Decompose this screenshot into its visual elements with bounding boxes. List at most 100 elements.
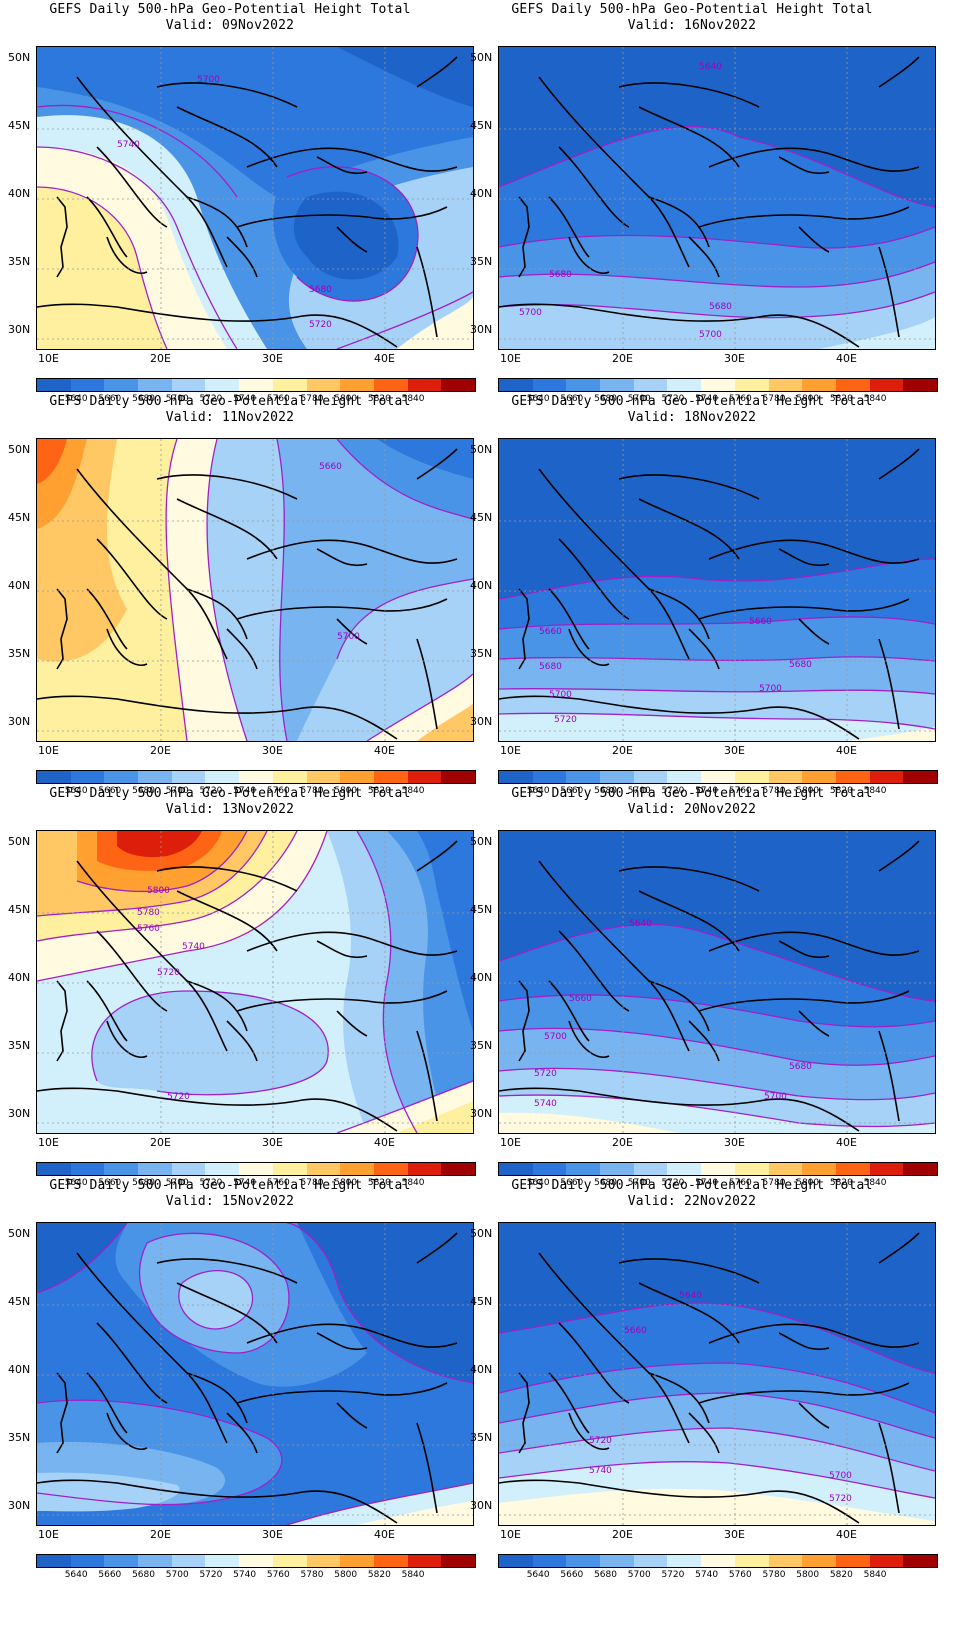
colorbar-label: 5760: [266, 1570, 290, 1580]
colorbar-swatch: [802, 1555, 836, 1567]
lon-label: 30E: [724, 1528, 745, 1541]
colorbar-label: 5780: [300, 786, 324, 796]
colorbar-swatch: [903, 1163, 937, 1175]
colorbar-label: 5720: [199, 1178, 223, 1188]
coastline: [336, 1402, 368, 1429]
colorbar-label: 5780: [300, 1570, 324, 1580]
colorbar-swatch: [373, 379, 408, 391]
contour-label: 5680: [309, 285, 332, 295]
height-band: [37, 47, 473, 197]
colorbar-label: 5780: [762, 786, 786, 796]
coastline: [336, 618, 368, 645]
contour-label: 5720: [167, 1092, 190, 1102]
lat-label: 35N: [8, 1431, 31, 1444]
colorbar-swatch: [768, 771, 803, 783]
colorbar-swatch: [869, 379, 904, 391]
colorbar-label: 5680: [594, 394, 617, 404]
colorbar-swatch: [407, 771, 442, 783]
colorbar: [498, 1554, 938, 1568]
lon-label: 10E: [38, 352, 59, 365]
contour-label: 5680: [789, 660, 812, 670]
contour-label: 5800: [147, 886, 170, 896]
lat-label: 45N: [470, 1295, 493, 1308]
colorbar-label: 5820: [367, 1178, 391, 1188]
coastline: [618, 1258, 760, 1344]
lon-label: 30E: [262, 1528, 283, 1541]
coastline: [499, 695, 580, 700]
colorbar-label: 5700: [165, 1178, 189, 1188]
panel-title: GEFS Daily 500-hPa Geo-Potential Height …: [462, 786, 922, 818]
contour-label: 5700: [549, 690, 572, 700]
contour-line: [499, 994, 935, 1028]
colorbar: [498, 1162, 938, 1176]
contour-label: 5680: [539, 662, 562, 672]
panel-title-text: GEFS Daily 500-hPa Geo-Potential Height …: [49, 786, 411, 801]
colorbar-swatch: [903, 379, 937, 391]
lat-label: 35N: [8, 255, 31, 268]
coastline: [37, 1479, 118, 1484]
contour-label: 5720: [309, 320, 332, 330]
coastline: [878, 56, 920, 88]
lon-label: 10E: [38, 1136, 59, 1149]
colorbar-swatch: [70, 771, 105, 783]
colorbar-swatch: [600, 379, 634, 391]
colorbar: [36, 770, 476, 784]
colorbar-swatch: [37, 1555, 71, 1567]
colorbar-label: 5720: [199, 1570, 223, 1580]
lat-label: 40N: [470, 187, 493, 200]
colorbar-swatch: [306, 1555, 341, 1567]
coastline: [236, 1382, 448, 1404]
colorbar-swatch: [441, 1555, 475, 1567]
colorbar-swatch: [138, 771, 172, 783]
lat-label: 50N: [470, 51, 493, 64]
colorbar-swatch: [701, 379, 735, 391]
lat-label: 45N: [8, 119, 31, 132]
contour-label: 5640: [699, 62, 722, 72]
contour-label: 5660: [319, 462, 342, 472]
coastline: [156, 82, 298, 168]
coastline: [416, 56, 458, 88]
lon-label: 40E: [374, 352, 395, 365]
contour-line: [286, 1482, 473, 1525]
panel-title-text: GEFS Daily 500-hPa Geo-Potential Height …: [49, 394, 411, 409]
coastline: [578, 1090, 860, 1132]
panel-title: GEFS Daily 500-hPa Geo-Potential Height …: [0, 786, 460, 818]
lat-label: 50N: [470, 1227, 493, 1240]
lon-label: 30E: [262, 744, 283, 757]
colorbar-swatch: [37, 1163, 71, 1175]
coastline: [246, 147, 458, 172]
lat-label: 30N: [470, 1107, 493, 1120]
colorbar-swatch: [171, 771, 206, 783]
colorbar-swatch: [835, 1163, 870, 1175]
height-band: [397, 1101, 473, 1133]
contour-label: 5640: [629, 919, 652, 929]
colorbar-swatch: [171, 1163, 206, 1175]
coastline: [778, 1332, 830, 1351]
coastline: [37, 695, 118, 700]
colorbar-label: 5660: [560, 1570, 584, 1580]
colorbar-swatch: [768, 1555, 803, 1567]
lat-label: 45N: [8, 1295, 31, 1308]
coastline: [186, 980, 258, 1062]
coastline: [878, 638, 900, 730]
colorbar-swatch: [734, 771, 769, 783]
contour-label: 5740: [182, 942, 205, 952]
colorbar: [36, 1162, 476, 1176]
coastline: [618, 866, 760, 952]
coastline: [618, 474, 760, 560]
colorbar-swatch: [566, 379, 601, 391]
contour-line: [499, 1302, 935, 1374]
colorbar-swatch: [734, 1163, 769, 1175]
colorbar-label: 5760: [266, 1178, 290, 1188]
colorbar-label: 5840: [863, 1178, 887, 1188]
height-band: [499, 1223, 935, 1373]
colorbar-label: 5820: [367, 786, 391, 796]
colorbar-swatch: [239, 771, 273, 783]
coastline: [186, 196, 258, 278]
colorbar-swatch: [566, 1555, 601, 1567]
colorbar-label: 5640: [526, 1570, 550, 1580]
lat-label: 30N: [470, 1499, 493, 1512]
coastline: [246, 539, 458, 564]
colorbar-label: 5740: [695, 786, 719, 796]
height-band: [377, 439, 473, 479]
